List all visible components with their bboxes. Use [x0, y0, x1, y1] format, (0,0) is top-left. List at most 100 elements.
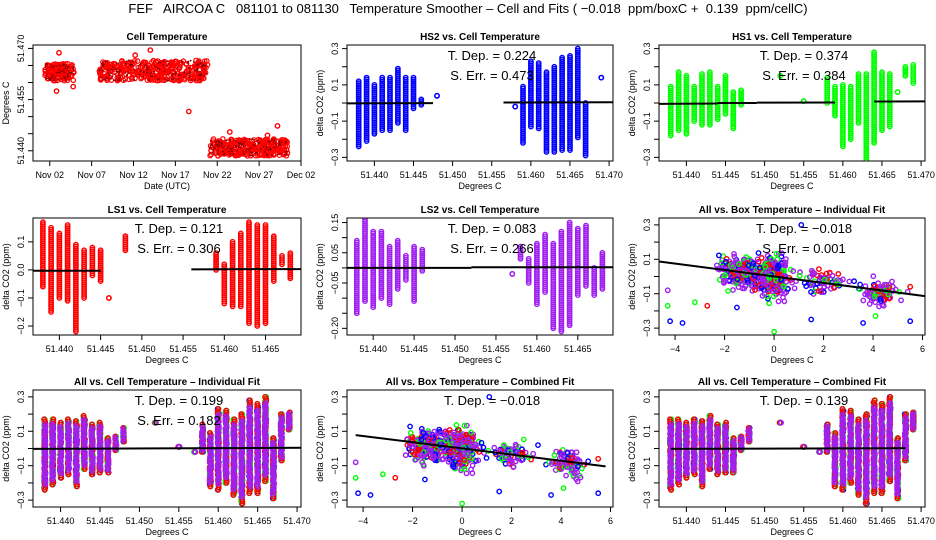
data-point [574, 47, 581, 54]
data-point [270, 148, 272, 151]
data-point [883, 281, 890, 288]
data-point [860, 297, 867, 304]
data-point [871, 51, 877, 58]
data-point [379, 74, 386, 81]
x-tick-label: Nov 02 [35, 170, 64, 180]
data-point [236, 149, 239, 152]
data-point [242, 150, 245, 153]
panel-title: All vs. Box Temperature – Individual Fit [699, 205, 886, 216]
data-point [691, 85, 698, 92]
data-point [57, 68, 60, 70]
data-point [49, 77, 52, 80]
data-point [184, 70, 186, 73]
x-tick-label: 51.450 [128, 344, 156, 354]
data-point [279, 255, 285, 261]
data-point [770, 293, 777, 300]
x-tick-label: 4 [871, 344, 876, 354]
data-point [846, 278, 853, 285]
data-point [860, 320, 866, 326]
data-point [223, 145, 226, 148]
data-point [274, 123, 281, 129]
data-point [67, 69, 70, 72]
data-point [139, 62, 142, 65]
x-tick-label: Nov 17 [161, 170, 190, 180]
data-point [550, 240, 557, 247]
data-point [180, 58, 187, 65]
data-point [64, 224, 71, 230]
data-point [761, 291, 768, 297]
data-point [111, 68, 113, 71]
data-point [870, 273, 877, 280]
data-point [152, 70, 155, 73]
data-point [57, 71, 60, 74]
x-tick-label: 51.445 [400, 170, 428, 180]
data-point [115, 68, 117, 71]
data-point [248, 143, 254, 150]
data-point [148, 79, 150, 81]
data-point [119, 70, 121, 72]
data-point [262, 222, 269, 228]
data-point [56, 65, 58, 67]
x-tick-label: 51.460 [517, 170, 545, 180]
data-point [227, 150, 230, 153]
data-point [50, 76, 53, 79]
data-point [118, 68, 121, 71]
data-point [773, 285, 780, 292]
x-tick-label: Nov 22 [203, 170, 232, 180]
data-point [402, 76, 409, 83]
data-point [73, 243, 79, 250]
data-point [189, 71, 191, 73]
data-point [872, 313, 879, 319]
x-tick-label: 51.455 [169, 344, 197, 354]
data-point [256, 139, 259, 142]
data-point [679, 320, 686, 326]
data-point [56, 49, 62, 56]
data-point [102, 70, 104, 72]
data-point [246, 148, 248, 151]
data-point [734, 276, 741, 283]
panel-title: LS1 vs. Cell Temperature [108, 205, 227, 216]
data-point [517, 243, 524, 250]
data-point [41, 416, 47, 423]
data-point [199, 74, 201, 77]
data-point [173, 58, 180, 65]
y-tick-label: −0.3 [642, 319, 652, 337]
data-point [730, 91, 737, 97]
data-point [362, 218, 368, 225]
data-point [272, 141, 278, 147]
data-point [254, 222, 261, 228]
data-point [64, 222, 71, 228]
data-point [196, 71, 198, 73]
data-point [738, 280, 745, 287]
data-point [863, 71, 870, 77]
data-point [212, 148, 215, 151]
fit-annotation: S. Err. = 0.306 [137, 241, 220, 256]
data-point [257, 138, 264, 145]
data-point [48, 78, 51, 81]
x-tick-label: 51.440 [359, 344, 387, 354]
data-point [738, 87, 744, 94]
data-point [63, 77, 66, 80]
data-point [117, 71, 120, 74]
data-point [226, 129, 233, 135]
data-point [143, 70, 145, 73]
data-point [160, 61, 167, 68]
data-point [149, 72, 152, 75]
data-point [574, 225, 581, 232]
data-point [129, 74, 135, 81]
data-point [779, 250, 785, 257]
data-point [117, 79, 119, 82]
data-point [190, 79, 193, 81]
data-point [402, 252, 409, 259]
data-point [180, 74, 183, 76]
y-axis-label: delta CO2 (ppm) [1, 243, 11, 310]
data-point [285, 151, 287, 154]
data-point [743, 278, 750, 285]
data-point [520, 83, 526, 90]
data-point [731, 253, 738, 260]
data-point [159, 61, 162, 64]
x-axis-label: Degrees C [458, 355, 502, 365]
y-tick-label: −0.1 [16, 289, 26, 307]
data-point [835, 270, 842, 277]
